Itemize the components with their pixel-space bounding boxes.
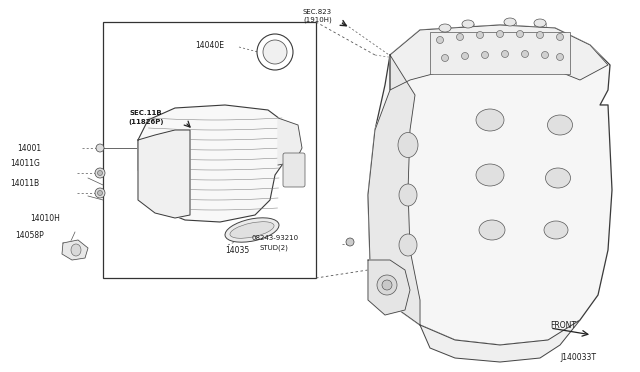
Polygon shape <box>368 55 420 325</box>
Circle shape <box>477 32 483 38</box>
Circle shape <box>497 31 504 38</box>
Circle shape <box>481 51 488 58</box>
Circle shape <box>382 280 392 290</box>
Ellipse shape <box>230 222 274 238</box>
Ellipse shape <box>547 115 573 135</box>
Circle shape <box>502 51 509 58</box>
Circle shape <box>96 144 104 152</box>
Circle shape <box>456 33 463 41</box>
FancyBboxPatch shape <box>283 153 305 187</box>
Circle shape <box>97 170 102 176</box>
Circle shape <box>257 34 293 70</box>
Circle shape <box>557 33 563 41</box>
Text: (11826P): (11826P) <box>128 119 163 125</box>
Circle shape <box>436 36 444 44</box>
Polygon shape <box>368 25 612 345</box>
Circle shape <box>461 52 468 60</box>
Circle shape <box>442 55 449 61</box>
Text: 14001: 14001 <box>17 144 41 153</box>
Ellipse shape <box>71 244 81 256</box>
Text: STUD(2): STUD(2) <box>260 245 289 251</box>
Text: (1910H): (1910H) <box>303 17 332 23</box>
Text: 08243-93210: 08243-93210 <box>252 235 299 241</box>
Ellipse shape <box>399 234 417 256</box>
Circle shape <box>346 238 354 246</box>
Ellipse shape <box>479 220 505 240</box>
Polygon shape <box>62 240 88 260</box>
Bar <box>103 22 316 278</box>
Text: 14011G: 14011G <box>10 158 40 167</box>
Ellipse shape <box>439 24 451 32</box>
Circle shape <box>516 31 524 38</box>
Circle shape <box>541 51 548 58</box>
Polygon shape <box>278 118 302 165</box>
Ellipse shape <box>476 164 504 186</box>
Polygon shape <box>138 130 190 218</box>
Text: FRONT: FRONT <box>550 321 576 330</box>
Circle shape <box>263 40 287 64</box>
Ellipse shape <box>544 221 568 239</box>
Text: 14011B: 14011B <box>10 179 39 187</box>
Ellipse shape <box>462 20 474 28</box>
Ellipse shape <box>225 218 279 242</box>
Text: J140033T: J140033T <box>560 353 596 362</box>
Circle shape <box>557 54 563 61</box>
Circle shape <box>522 51 529 58</box>
Polygon shape <box>368 260 410 315</box>
Text: SEC.823: SEC.823 <box>303 9 332 15</box>
Text: 14010H: 14010H <box>30 214 60 222</box>
Ellipse shape <box>398 132 418 157</box>
Bar <box>430 32 570 74</box>
Circle shape <box>95 188 105 198</box>
Ellipse shape <box>399 184 417 206</box>
Circle shape <box>377 275 397 295</box>
Polygon shape <box>390 25 608 90</box>
Circle shape <box>536 32 543 38</box>
Ellipse shape <box>534 19 546 27</box>
Polygon shape <box>138 105 290 222</box>
Text: SEC.11B: SEC.11B <box>130 110 163 116</box>
Ellipse shape <box>476 109 504 131</box>
Circle shape <box>95 168 105 178</box>
Circle shape <box>97 190 102 196</box>
Ellipse shape <box>545 168 570 188</box>
Polygon shape <box>420 320 580 362</box>
Text: 14035: 14035 <box>225 246 249 254</box>
Text: 14040E: 14040E <box>195 41 224 49</box>
Ellipse shape <box>504 18 516 26</box>
Text: 14058P: 14058P <box>15 231 44 240</box>
